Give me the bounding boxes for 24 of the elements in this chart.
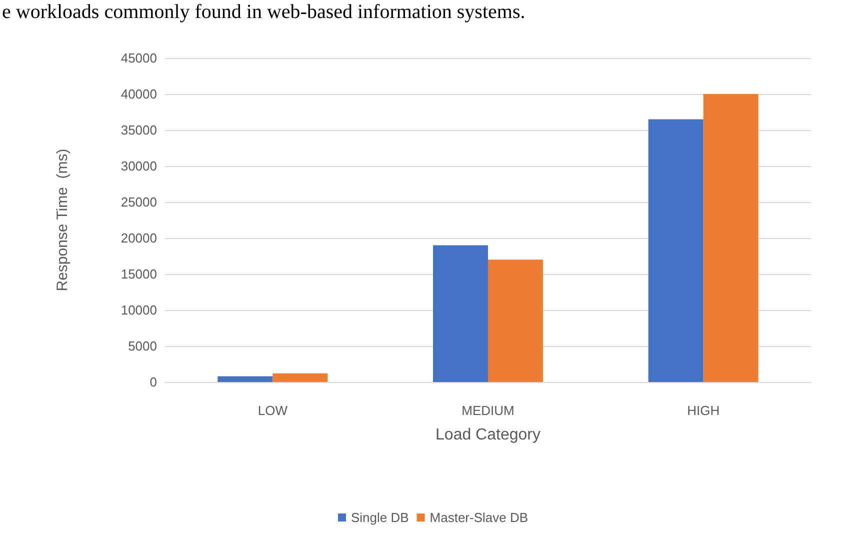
- bar: [648, 119, 704, 382]
- text: e workloads commonly found in web-based information systems.: [2, 1, 526, 23]
- bar: [488, 260, 543, 382]
- y-tick-label: 5000: [128, 338, 157, 354]
- y-tick-label: 25000: [120, 194, 157, 210]
- y-tick-label: 15000: [120, 266, 157, 282]
- y-tick-label: 35000: [120, 122, 157, 138]
- y-tick-label: 45000: [120, 50, 157, 66]
- bar: [703, 94, 758, 382]
- legend-label: Master-Slave DB: [430, 510, 528, 525]
- x-tick-label: HIGH: [687, 403, 720, 418]
- x-axis-title: Load Category: [436, 426, 540, 444]
- y-tick-label: 10000: [120, 302, 157, 318]
- y-tick-label: 30000: [120, 158, 157, 174]
- legend-label: Single DB: [350, 510, 409, 525]
- x-tick-label: MEDIUM: [462, 403, 514, 418]
- x-tick-label: LOW: [258, 403, 288, 418]
- y-tick-label: 40000: [120, 86, 157, 102]
- bar: [218, 376, 273, 382]
- y-tick-label: 0: [150, 374, 157, 390]
- bar: [433, 245, 488, 382]
- y-axis-title: Response Time (ms): [54, 148, 71, 292]
- y-tick-label: 20000: [120, 230, 157, 246]
- bar: [272, 373, 328, 382]
